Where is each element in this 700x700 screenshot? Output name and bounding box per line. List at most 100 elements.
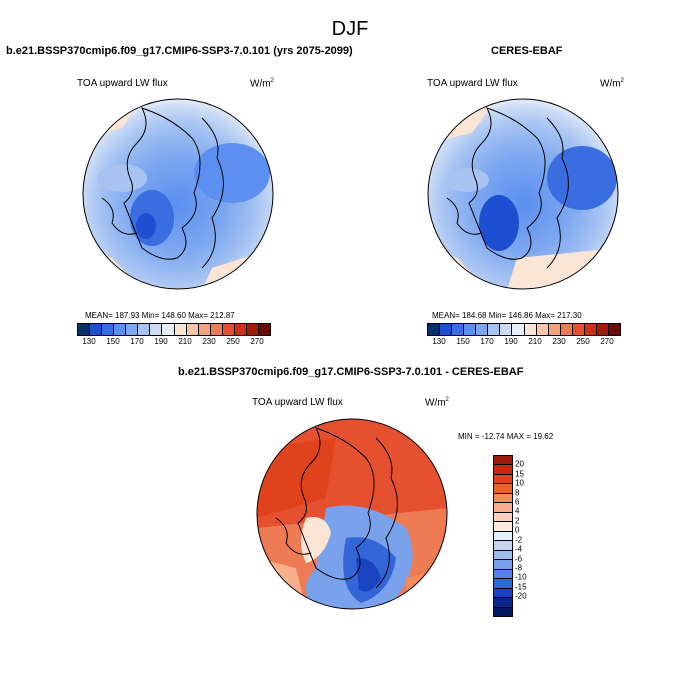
colorbar-swatch <box>198 324 211 335</box>
colorbar-swatch <box>494 503 512 513</box>
colorbar-swatch <box>494 569 512 580</box>
panel2-colorbar <box>427 323 621 336</box>
colorbar-swatch <box>494 607 512 616</box>
colorbar-swatch <box>494 465 512 475</box>
panel2-units: W/m2 <box>600 78 624 90</box>
colorbar-swatch <box>78 324 91 335</box>
colorbar-swatch <box>608 324 620 335</box>
colorbar-swatch <box>222 324 235 335</box>
colorbar-swatch <box>210 324 223 335</box>
colorbar-swatch <box>500 324 513 335</box>
colorbar-tick-label: 6 <box>515 497 520 507</box>
panel3-title: b.e21.BSSP370cmip6.f09_g17.CMIP6-SSP3-7.… <box>178 366 524 378</box>
panel3-map <box>256 418 448 610</box>
panel1-colorbar-labels: 130 150 170 190 210 230 250 270 <box>77 337 269 349</box>
colorbar-swatch <box>512 324 525 335</box>
season-title: DJF <box>331 18 369 40</box>
colorbar-swatch <box>494 456 512 466</box>
colorbar-tick-label: -2 <box>515 535 523 545</box>
colorbar-swatch <box>258 324 270 335</box>
panel2-map <box>427 98 619 290</box>
colorbar-tick-label: -8 <box>515 563 523 573</box>
colorbar-swatch <box>572 324 585 335</box>
colorbar-tick-label: 270 <box>250 337 264 346</box>
panel3-units: W/m2 <box>425 397 449 409</box>
colorbar-swatch <box>488 324 501 335</box>
colorbar-tick-label: 170 <box>480 337 494 346</box>
colorbar-tick-label: 4 <box>515 506 520 516</box>
colorbar-tick-label: -15 <box>515 582 527 592</box>
colorbar-tick-label: 150 <box>456 337 470 346</box>
colorbar-swatch <box>548 324 561 335</box>
colorbar-swatch <box>494 588 512 599</box>
colorbar-swatch <box>174 324 187 335</box>
colorbar-tick-label: 230 <box>552 337 566 346</box>
colorbar-swatch <box>90 324 103 335</box>
colorbar-swatch <box>494 531 512 542</box>
colorbar-tick-label: 170 <box>130 337 144 346</box>
colorbar-tick-label: 2 <box>515 516 520 526</box>
panel1-map <box>82 98 274 290</box>
colorbar-swatch <box>494 512 512 523</box>
colorbar-swatch <box>494 560 512 570</box>
colorbar-tick-label: 10 <box>515 478 524 488</box>
colorbar-tick-label: 210 <box>178 337 192 346</box>
colorbar-tick-label: -10 <box>515 572 527 582</box>
colorbar-swatch <box>246 324 259 335</box>
panel3-colorbar-labels: 20 15 10 8 6 4 2 0 -2 -4 -6 -8 -10 -15 -20 <box>515 455 545 615</box>
panel1-stats: MEAN= 187.93 Min= 148.60 Max= 212.87 <box>85 311 235 320</box>
colorbar-swatch <box>162 324 175 335</box>
panel3-stats: MIN = -12.74 MAX = 19.62 <box>458 432 554 441</box>
colorbar-swatch <box>138 324 151 335</box>
colorbar-swatch <box>114 324 127 335</box>
colorbar-tick-label: -20 <box>515 591 527 601</box>
panel1-title: b.e21.BSSP370cmip6.f09_g17.CMIP6-SSP3-7.… <box>6 45 353 57</box>
colorbar-tick-label: 130 <box>432 337 446 346</box>
colorbar-tick-label: 20 <box>515 459 524 469</box>
colorbar-tick-label: -4 <box>515 544 523 554</box>
colorbar-tick-label: 250 <box>576 337 590 346</box>
colorbar-swatch <box>476 324 489 335</box>
colorbar-swatch <box>452 324 465 335</box>
panel1-variable: TOA upward LW flux <box>77 78 168 89</box>
colorbar-swatch <box>494 474 512 485</box>
panel3-variable: TOA upward LW flux <box>252 397 343 408</box>
colorbar-swatch <box>126 324 139 335</box>
colorbar-tick-label: 8 <box>515 488 520 498</box>
colorbar-tick-label: 230 <box>202 337 216 346</box>
panel2-colorbar-labels: 130 150 170 190 210 230 250 270 <box>427 337 619 349</box>
colorbar-swatch <box>440 324 453 335</box>
colorbar-tick-label: 0 <box>515 525 520 535</box>
panel2-stats: MEAN= 184.68 Min= 146.86 Max= 217.30 <box>432 311 582 320</box>
colorbar-tick-label: 130 <box>82 337 96 346</box>
colorbar-swatch <box>186 324 199 335</box>
colorbar-tick-label: 150 <box>106 337 120 346</box>
colorbar-tick-label: 190 <box>504 337 518 346</box>
colorbar-tick-label: 270 <box>600 337 614 346</box>
colorbar-swatch <box>596 324 609 335</box>
colorbar-swatch <box>494 522 512 532</box>
colorbar-tick-label: 15 <box>515 469 524 479</box>
colorbar-swatch <box>494 541 512 551</box>
colorbar-swatch <box>524 324 537 335</box>
colorbar-tick-label: 250 <box>226 337 240 346</box>
colorbar-tick-label: -6 <box>515 554 523 564</box>
colorbar-swatch <box>494 484 512 494</box>
colorbar-swatch <box>464 324 477 335</box>
colorbar-swatch <box>494 550 512 561</box>
colorbar-tick-label: 190 <box>154 337 168 346</box>
colorbar-swatch <box>150 324 163 335</box>
panel1-units: W/m2 <box>250 78 274 90</box>
panel2-variable: TOA upward LW flux <box>427 78 518 89</box>
colorbar-swatch <box>494 598 512 608</box>
colorbar-tick-label: 210 <box>528 337 542 346</box>
colorbar-swatch <box>494 579 512 589</box>
panel1-colorbar <box>77 323 271 336</box>
colorbar-swatch <box>584 324 597 335</box>
colorbar-swatch <box>494 493 512 504</box>
colorbar-swatch <box>234 324 247 335</box>
colorbar-swatch <box>428 324 441 335</box>
panel3-colorbar <box>493 455 513 617</box>
colorbar-swatch <box>102 324 115 335</box>
colorbar-swatch <box>560 324 573 335</box>
